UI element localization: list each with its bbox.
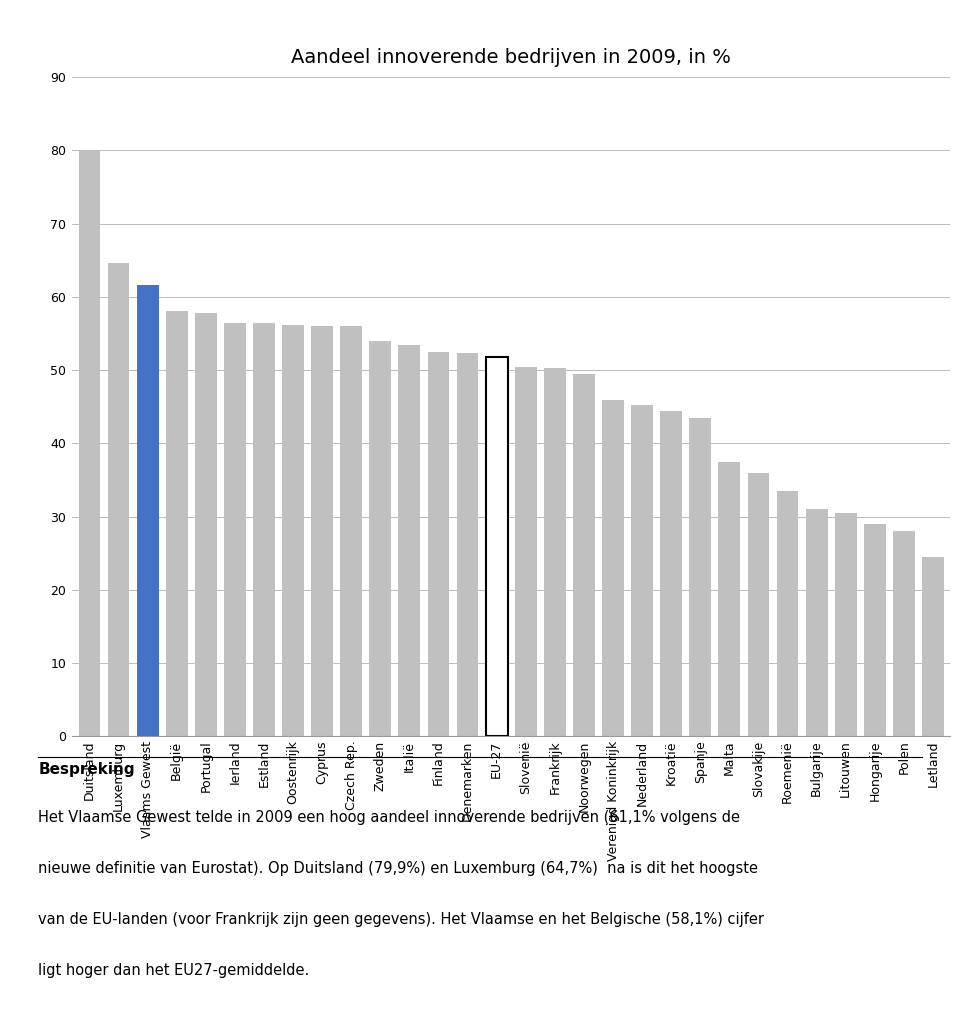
- Bar: [166, 311, 187, 736]
- Bar: [79, 151, 101, 736]
- Bar: [602, 400, 624, 736]
- Text: Het Vlaamse Gewest telde in 2009 een hoog aandeel innoverende bedrijven (61,1% v: Het Vlaamse Gewest telde in 2009 een hoo…: [38, 811, 740, 825]
- Bar: [224, 322, 246, 736]
- Bar: [515, 367, 537, 736]
- Bar: [805, 510, 828, 736]
- Bar: [136, 285, 158, 736]
- Text: ligt hoger dan het EU27-gemiddelde.: ligt hoger dan het EU27-gemiddelde.: [38, 963, 310, 978]
- Bar: [398, 345, 420, 736]
- Bar: [922, 557, 944, 736]
- Bar: [311, 325, 333, 736]
- Bar: [573, 374, 595, 736]
- Bar: [631, 406, 653, 736]
- Bar: [835, 513, 856, 736]
- Text: Bespreking: Bespreking: [38, 762, 135, 778]
- Bar: [253, 323, 275, 736]
- Bar: [108, 263, 130, 736]
- Text: nieuwe definitie van Eurostat). Op Duitsland (79,9%) en Luxemburg (64,7%)  na is: nieuwe definitie van Eurostat). Op Duits…: [38, 861, 758, 877]
- Bar: [457, 353, 478, 736]
- Bar: [689, 418, 711, 736]
- Bar: [370, 341, 392, 736]
- Bar: [340, 325, 362, 736]
- Text: van de EU-landen (voor Frankrijk zijn geen gegevens). Het Vlaamse en het Belgisc: van de EU-landen (voor Frankrijk zijn ge…: [38, 913, 764, 927]
- Bar: [486, 357, 508, 736]
- Bar: [718, 461, 740, 736]
- Bar: [282, 324, 304, 736]
- Title: Aandeel innoverende bedrijven in 2009, in %: Aandeel innoverende bedrijven in 2009, i…: [291, 48, 732, 67]
- Bar: [777, 491, 799, 736]
- Bar: [544, 368, 565, 736]
- Bar: [748, 473, 769, 736]
- Bar: [660, 411, 683, 736]
- Bar: [195, 313, 217, 736]
- Bar: [427, 352, 449, 736]
- Bar: [893, 531, 915, 736]
- Bar: [864, 524, 886, 736]
